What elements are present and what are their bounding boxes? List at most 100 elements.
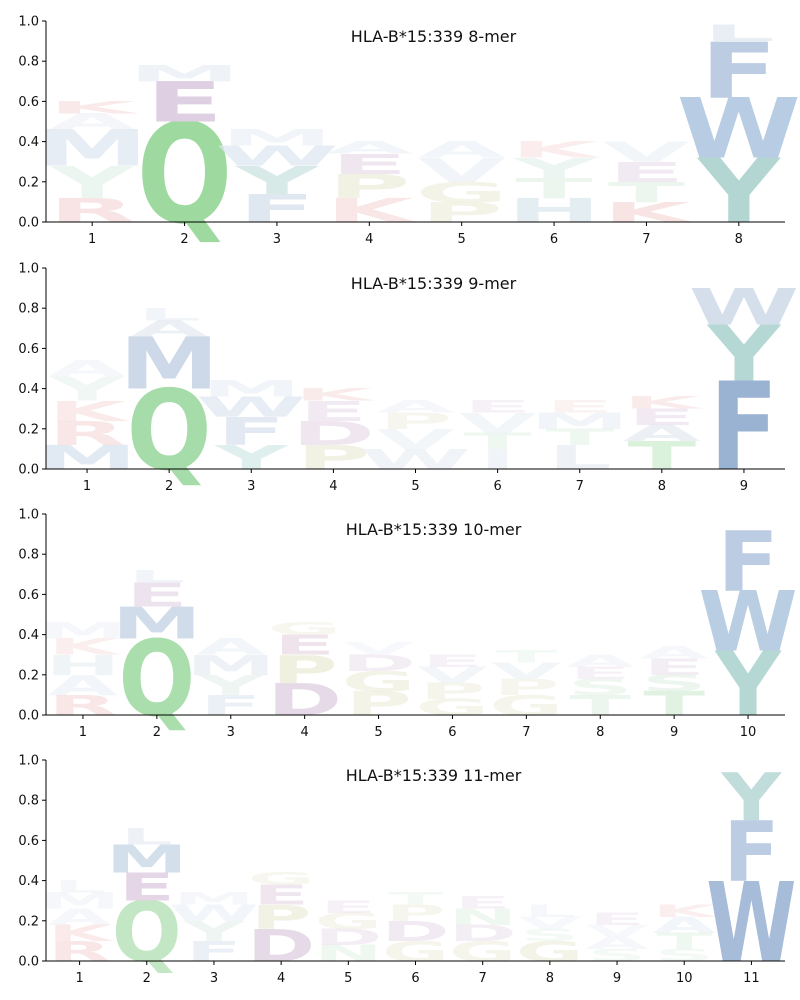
logo-letter: E	[126, 576, 188, 614]
logo-letter: N	[448, 905, 517, 931]
logo-letter: H	[45, 649, 121, 681]
logo-letter: K	[48, 396, 130, 428]
logo-letter: G	[315, 909, 382, 935]
logo-letter: V	[603, 137, 691, 169]
logo-letter: D	[381, 916, 449, 948]
logo-letter: K	[510, 138, 602, 163]
x-tick-label: 4	[329, 479, 337, 494]
logo-letter: A	[585, 934, 649, 953]
logo-letter: P	[379, 409, 453, 434]
logo-letter: M	[530, 409, 630, 434]
x-tick-label: 7	[522, 725, 530, 740]
logo-letter: M	[128, 61, 240, 86]
logo-letter: V	[518, 913, 582, 932]
logo-letter: D	[292, 414, 375, 452]
logo-letter: Y	[512, 153, 597, 185]
y-tick-label: 0.8	[18, 794, 39, 809]
logo-letter: A	[48, 110, 135, 135]
logo-letter: M	[39, 889, 121, 915]
logo-letter: E	[146, 71, 223, 135]
x-tick-label: 7	[576, 479, 584, 494]
logo-letter: A	[377, 397, 455, 416]
logo-letter: M	[186, 649, 276, 681]
y-tick-label: 0.4	[18, 628, 39, 643]
x-tick-label: 1	[83, 479, 91, 494]
logo-letter: P	[493, 674, 559, 700]
y-tick-label: 0.6	[18, 95, 39, 110]
y-tick-label: 0.2	[18, 668, 39, 683]
logo-letter: Y	[235, 158, 319, 203]
x-tick-label: 4	[301, 725, 309, 740]
logo-letter: Y	[197, 669, 265, 701]
logo-letter: V	[418, 151, 505, 190]
logo-letter: E	[274, 629, 336, 661]
logo-letter: A	[565, 652, 635, 671]
logo-letter: L	[121, 824, 173, 850]
logo-column: YWF	[698, 515, 798, 737]
x-tick-label: 1	[79, 725, 87, 740]
x-tick-label: 8	[596, 725, 604, 740]
panel-title: HLA-B*15:339 11-mer	[346, 766, 522, 785]
logo-letter: T	[608, 177, 685, 209]
x-tick-label: 3	[210, 971, 218, 986]
logo-letter: E	[320, 897, 376, 916]
logo-letter: Q	[112, 886, 182, 981]
logo-letter: Q	[137, 94, 233, 255]
logo-letter: F	[217, 409, 286, 454]
logo-letter: R	[48, 414, 125, 452]
logo-letter: V	[585, 922, 649, 941]
y-tick-label: 0.0	[18, 463, 39, 478]
logo-letter: W	[689, 279, 800, 337]
logo-letter: M	[112, 598, 202, 649]
logo-letter: A	[48, 357, 126, 382]
logo-letter: W	[698, 575, 798, 670]
logo-letter: L	[703, 21, 775, 46]
logo-letter: E	[422, 652, 484, 671]
logo-letter: Y	[721, 759, 783, 836]
x-tick-label: 2	[180, 232, 188, 247]
logo-letter: Y	[183, 916, 245, 948]
y-tick-label: 0.8	[18, 55, 39, 70]
logo-letter: G	[341, 665, 415, 697]
y-tick-label: 0.0	[18, 709, 39, 724]
x-tick-label: 11	[743, 971, 760, 986]
y-tick-label: 1.0	[18, 262, 39, 277]
x-tick-label: 4	[277, 971, 285, 986]
logo-letter: E	[463, 397, 532, 416]
logo-letter: W	[706, 859, 797, 987]
logo-letter: Y	[714, 634, 782, 737]
x-tick-label: 3	[273, 232, 281, 247]
y-tick-label: 1.0	[18, 508, 39, 523]
logo-letter: A	[652, 913, 716, 939]
logo-letter: E	[569, 664, 631, 683]
logo-letter: A	[639, 644, 709, 663]
y-tick-label: 0.6	[18, 834, 39, 849]
y-tick-label: 0.2	[18, 175, 39, 190]
logo-letter: F	[717, 515, 779, 610]
logo-letter: F	[710, 358, 779, 498]
x-tick-label: 2	[153, 725, 161, 740]
x-tick-label: 5	[374, 725, 382, 740]
x-tick-label: 5	[411, 479, 419, 494]
logo-column: WFY	[706, 759, 797, 987]
x-tick-label: 8	[546, 971, 554, 986]
y-tick-label: 0.6	[18, 342, 39, 357]
